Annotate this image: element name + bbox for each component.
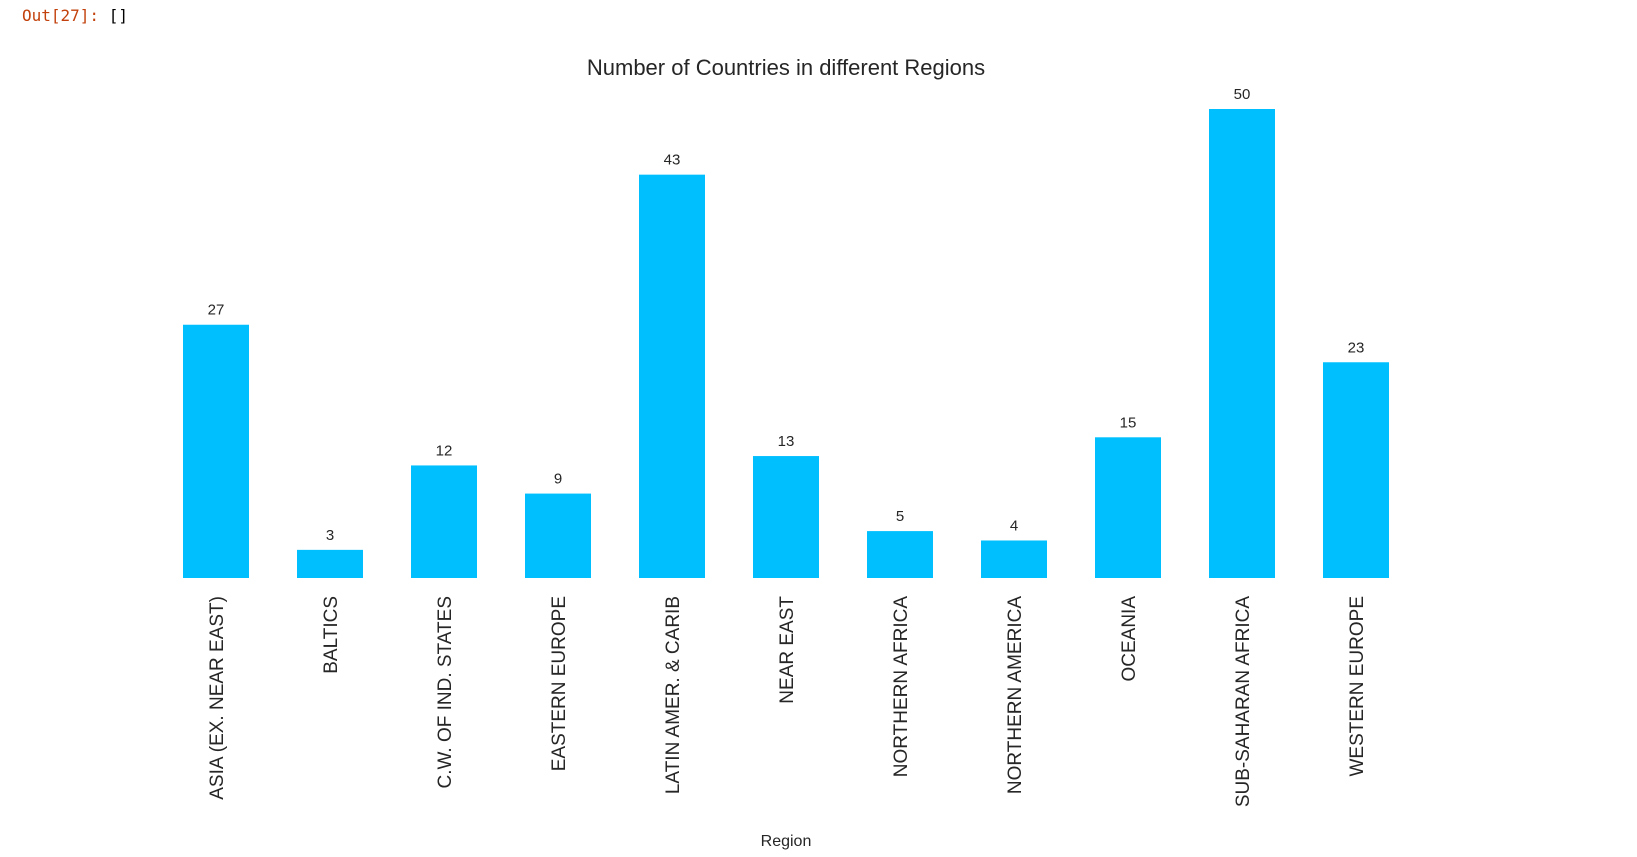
bar [1095, 437, 1161, 578]
bar [981, 540, 1047, 578]
chart-title: Number of Countries in different Regions [587, 55, 985, 80]
output-value: [] [108, 6, 128, 25]
bar-value-label: 4 [1010, 517, 1018, 534]
bar [411, 465, 477, 578]
bar-value-label: 15 [1120, 414, 1137, 431]
bar [297, 549, 363, 578]
bar-value-label: 23 [1348, 339, 1365, 356]
bar [1323, 362, 1389, 578]
x-tick-label: NORTHERN AFRICA [891, 596, 912, 778]
output-prompt-label: Out[27]: [22, 6, 100, 25]
x-tick-label: LATIN AMER. & CARIB [663, 596, 684, 794]
x-tick-label: SUB-SAHARAN AFRICA [1233, 596, 1254, 807]
output-prompt: Out[27]: [] [22, 6, 128, 26]
x-tick-label: BALTICS [321, 596, 342, 674]
bar-value-label: 27 [208, 302, 225, 319]
x-tick-label: EASTERN EUROPE [549, 596, 570, 771]
bar-value-label: 5 [896, 508, 904, 525]
bar [867, 531, 933, 578]
x-tick-labels-group: ASIA (EX. NEAR EAST) BALTICS C.W. OF IND. … [207, 596, 1368, 808]
bar-value-label: 50 [1234, 86, 1251, 103]
bar [639, 174, 705, 578]
bar-value-label: 13 [778, 433, 795, 450]
bar-value-label: 12 [436, 442, 453, 459]
x-tick-label: WESTERN EUROPE [1347, 596, 1368, 777]
x-tick-label: C.W. OF IND. STATES [435, 596, 456, 788]
bar-value-label: 3 [326, 527, 334, 544]
x-tick-label: NORTHERN AMERICA [1005, 596, 1026, 794]
x-tick-label: OCEANIA [1119, 596, 1140, 682]
x-tick-label: NEAR EAST [777, 596, 798, 704]
bar-value-label: 9 [554, 471, 562, 488]
bar [525, 493, 591, 578]
bar [183, 324, 249, 578]
x-tick-label: ASIA (EX. NEAR EAST) [207, 596, 228, 800]
bar [753, 456, 819, 578]
x-axis-label: Region [761, 833, 812, 850]
bar [1209, 109, 1275, 578]
bars-group [183, 109, 1389, 578]
value-labels-group: 27 3 12 9 43 13 5 4 15 50 23 [208, 86, 1365, 544]
bar-value-label: 43 [664, 152, 681, 169]
